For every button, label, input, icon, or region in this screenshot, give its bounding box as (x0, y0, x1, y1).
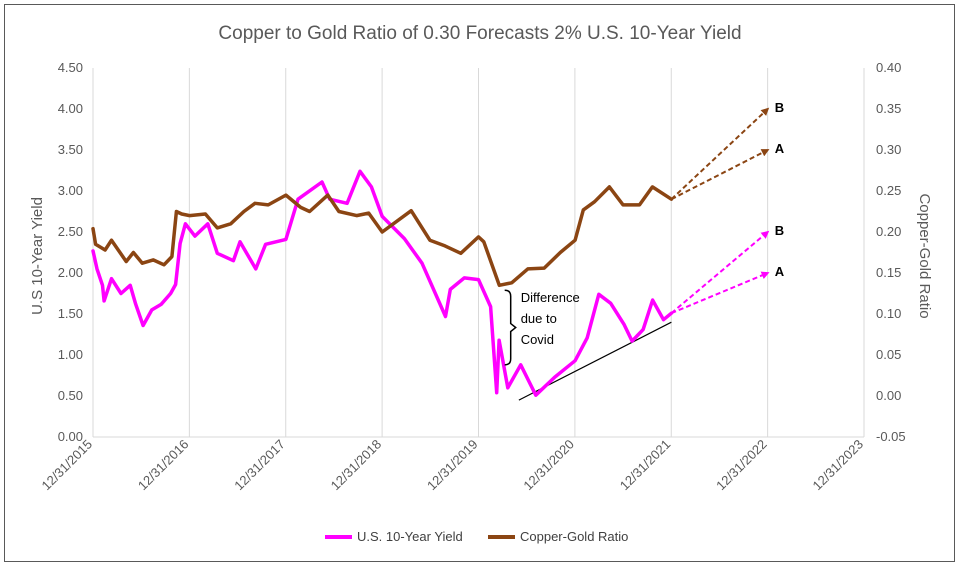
forecast-arrow-b (670, 107, 770, 200)
annot-layer: Difference due to Covid (504, 289, 580, 366)
x-tick-label: 12/31/2021 (617, 437, 674, 494)
y-left-tick-label: 4.00 (58, 101, 83, 116)
legend-label-ratio: Copper-Gold Ratio (520, 529, 628, 544)
y-left-tick-label: 4.50 (58, 60, 83, 75)
y-right-tick-label: 0.40 (876, 60, 901, 75)
y-right-axis-title: Copper-Gold Ratio (916, 193, 933, 318)
legend: U.S. 10-Year Yield Copper-Gold Ratio (325, 529, 628, 544)
y-left-tick-label: 1.00 (58, 347, 83, 362)
chart-svg: B A B A Difference due to Covid 12/31/2015 12/… (29, 23, 933, 544)
y-left-tick-label: 2.50 (58, 224, 83, 239)
forecast-label-b: B (775, 223, 784, 238)
forecast-arrow-a (670, 149, 770, 201)
x-tick-label: 12/31/2016 (135, 437, 192, 494)
covid-annotation-line: Difference (521, 290, 580, 305)
x-tick-label: 12/31/2019 (424, 437, 481, 494)
yield-series-line (91, 169, 674, 397)
y-right-tick-label: 0.35 (876, 101, 901, 116)
y-left-tick-label: 3.50 (58, 142, 83, 157)
forecast-label-a: A (775, 141, 785, 156)
y-right-tick-label: 0.20 (876, 224, 901, 239)
forecast-arrow-a (670, 271, 770, 315)
y-left-tick-label: 2.00 (58, 265, 83, 280)
forecast-layer: B A B A (670, 100, 785, 315)
chart-frame: B A B A Difference due to Covid 12/31/2015 12/… (4, 4, 955, 562)
forecast-arrow-b (670, 230, 770, 314)
covid-annotation-line: due to (521, 311, 557, 326)
x-tick-label: 12/31/2018 (328, 437, 385, 494)
y-left-tick-label: 0.50 (58, 388, 83, 403)
y-right-tick-label: -0.05 (876, 429, 906, 444)
y-right-tick-label: 0.25 (876, 183, 901, 198)
copper-gold-series-line (91, 185, 674, 288)
covid-annotation-line: Covid (521, 332, 554, 347)
covid-bracket (504, 289, 517, 366)
y-right-tick-label: 0.30 (876, 142, 901, 157)
y-right-tick-label: 0.00 (876, 388, 901, 403)
y-right-tick-label: 0.15 (876, 265, 901, 280)
x-tick-label: 12/31/2020 (520, 437, 577, 494)
legend-label-yield: U.S. 10-Year Yield (357, 529, 463, 544)
forecast-label-a: A (775, 264, 785, 279)
x-tick-label: 12/31/2017 (231, 437, 288, 494)
y-left-tick-label: 3.00 (58, 183, 83, 198)
x-tick-label: 12/31/2023 (809, 437, 866, 494)
y-left-tick-label: 1.50 (58, 306, 83, 321)
y-left-axis-title: U.S 10-Year Yield (29, 197, 46, 315)
grid-layer (92, 68, 865, 437)
forecast-label-b: B (775, 100, 784, 115)
y-right-tick-label: 0.10 (876, 306, 901, 321)
series-layer (91, 169, 674, 397)
y-left-tick-label: 0.00 (58, 429, 83, 444)
x-tick-label: 12/31/2015 (38, 437, 95, 494)
x-tick-label: 12/31/2022 (713, 437, 770, 494)
y-right-tick-label: 0.05 (876, 347, 901, 362)
chart-title: Copper to Gold Ratio of 0.30 Forecasts 2… (218, 23, 741, 44)
